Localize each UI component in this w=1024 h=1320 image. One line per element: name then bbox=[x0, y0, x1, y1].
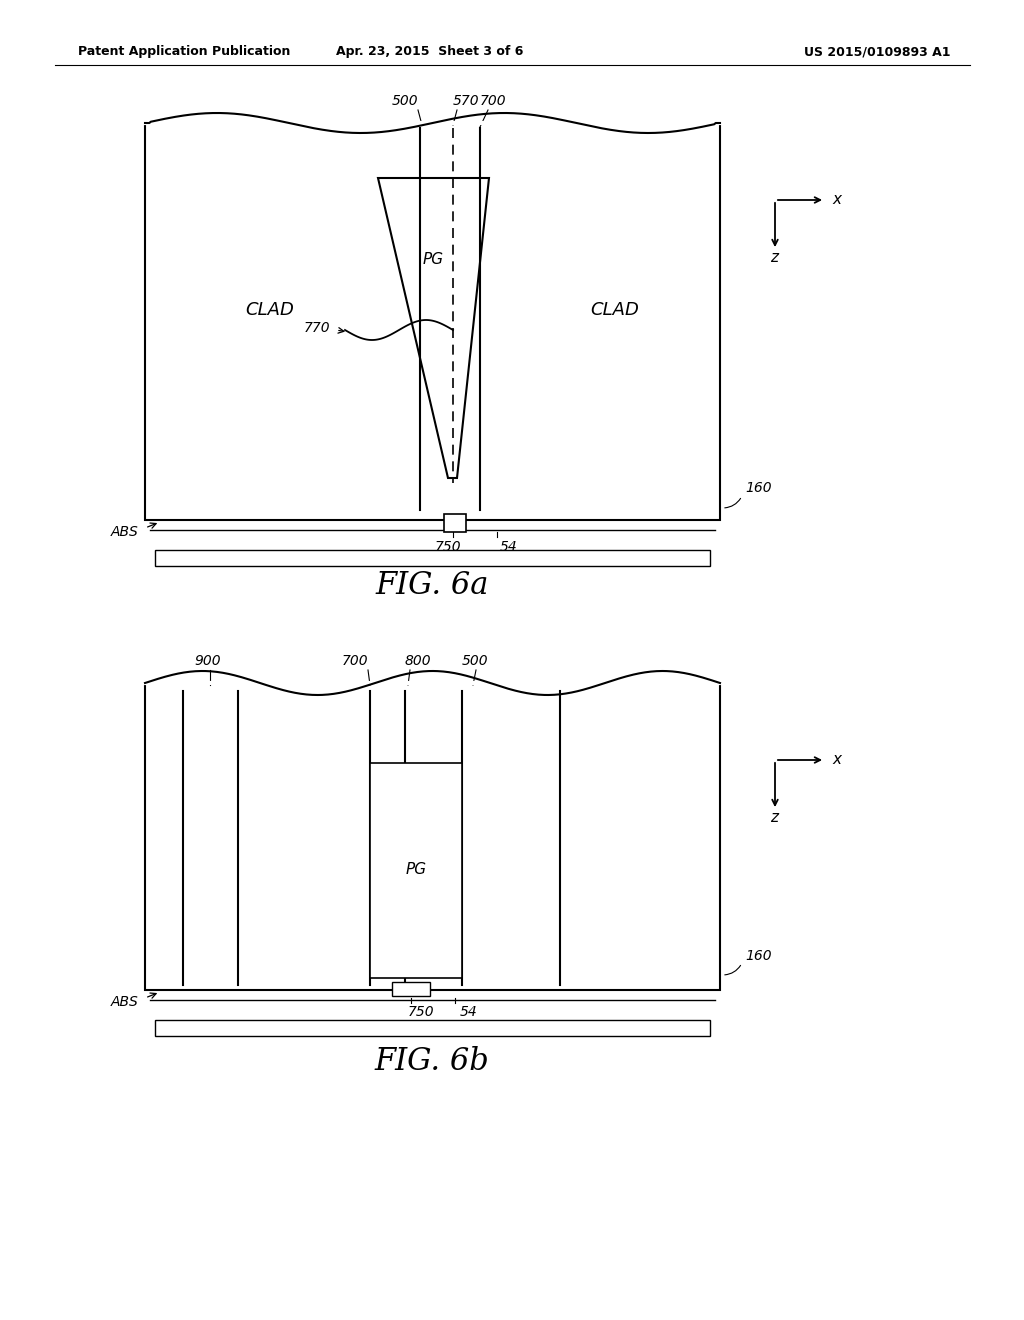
Text: US 2015/0109893 A1: US 2015/0109893 A1 bbox=[804, 45, 950, 58]
Bar bbox=[370, 763, 462, 978]
Text: $z$: $z$ bbox=[770, 810, 780, 825]
Text: FIG. 6a: FIG. 6a bbox=[376, 569, 488, 601]
Text: $x$: $x$ bbox=[831, 193, 844, 207]
Text: $x$: $x$ bbox=[831, 752, 844, 767]
Text: Patent Application Publication: Patent Application Publication bbox=[78, 45, 291, 58]
Text: Apr. 23, 2015  Sheet 3 of 6: Apr. 23, 2015 Sheet 3 of 6 bbox=[336, 45, 523, 58]
Text: CLAD: CLAD bbox=[246, 301, 295, 319]
Text: 700: 700 bbox=[480, 94, 507, 108]
Text: 160: 160 bbox=[745, 480, 772, 495]
Text: PG: PG bbox=[406, 862, 427, 878]
Text: 500: 500 bbox=[391, 94, 418, 108]
Text: 700: 700 bbox=[341, 653, 368, 668]
Text: 500: 500 bbox=[462, 653, 488, 668]
Text: FIG. 6b: FIG. 6b bbox=[375, 1047, 489, 1077]
Text: $z$: $z$ bbox=[770, 249, 780, 265]
Text: ABS: ABS bbox=[111, 525, 138, 539]
Text: 54: 54 bbox=[500, 540, 518, 554]
Text: 770: 770 bbox=[303, 321, 330, 335]
Bar bbox=[155, 1020, 710, 1036]
Text: 800: 800 bbox=[406, 653, 432, 668]
Text: ABS: ABS bbox=[111, 995, 138, 1008]
Text: 750: 750 bbox=[408, 1005, 434, 1019]
Bar bbox=[392, 982, 430, 997]
Text: PG: PG bbox=[423, 252, 443, 268]
Bar bbox=[444, 513, 466, 532]
Text: 54: 54 bbox=[460, 1005, 478, 1019]
Bar bbox=[145, 682, 720, 990]
Text: 160: 160 bbox=[745, 949, 772, 964]
Text: CLAD: CLAD bbox=[591, 301, 639, 319]
Text: 570: 570 bbox=[453, 94, 479, 108]
Bar bbox=[155, 550, 710, 566]
Bar bbox=[145, 123, 720, 520]
Text: 750: 750 bbox=[434, 540, 462, 554]
Polygon shape bbox=[378, 178, 489, 478]
Text: 900: 900 bbox=[195, 653, 221, 668]
